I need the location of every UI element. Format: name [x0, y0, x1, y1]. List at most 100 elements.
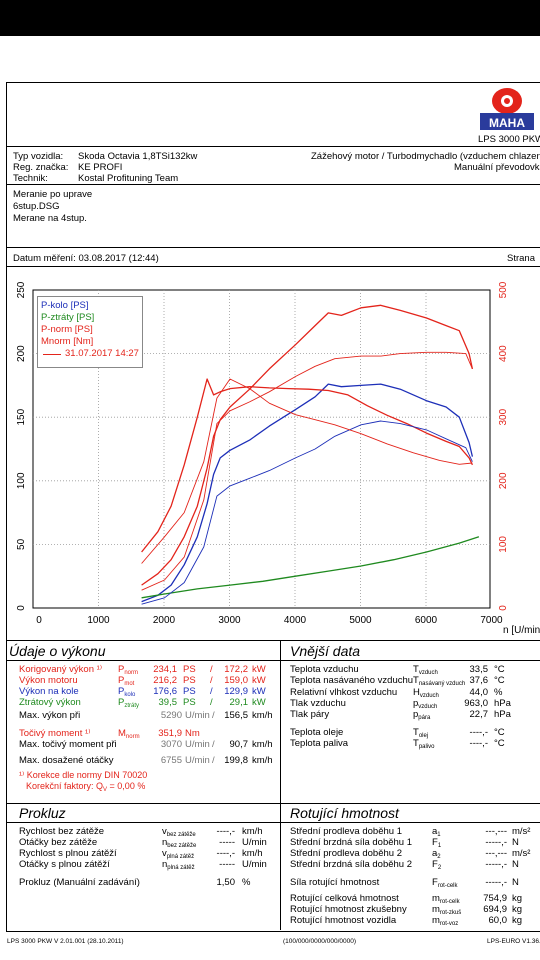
right-tick-label: 400 [498, 345, 509, 362]
rot-mass-label: Rotující hmotnost vozidla [290, 915, 397, 926]
note-line-2: 6stup.DSG [13, 201, 60, 212]
prokluz-unit: km/h [242, 848, 263, 859]
rot-mass-symbol-subscript: rot-voz [439, 921, 459, 927]
max_torque_at-label: Max. točivý moment při [19, 739, 117, 750]
left-tick-label: 150 [16, 408, 27, 425]
max_power_at-rpm: 5290 [160, 710, 182, 721]
right-tick-label: 300 [498, 408, 509, 425]
engine-type: Zážehový motor / Turbodmychadlo (vzduche… [311, 151, 540, 162]
ext-label: Teplota oleje [290, 727, 344, 738]
tech-label: Technik: [13, 173, 48, 184]
perf-symbol-subscript: norm [124, 670, 139, 676]
rot-mass-value: 60,0 [488, 915, 508, 926]
page-label: Strana [507, 253, 535, 264]
ext-symbol-subscript: nasávaný vzduch [418, 681, 466, 687]
perf-symbol: Pkolo [118, 686, 135, 701]
perf-sep: / [210, 675, 213, 686]
max_rpm-kmh-unit: km/h [252, 755, 273, 766]
ext-value: 33,5 [469, 664, 489, 675]
perf-sep: / [210, 697, 213, 708]
rot-row-unit: m/s² [512, 848, 531, 859]
prokluz-symbol-subscript: bez zátěže [166, 832, 196, 838]
perf-value-ps: 39,5 [158, 697, 178, 708]
prokluz-value: ----- [219, 837, 235, 848]
status-bar [0, 0, 540, 36]
max_rpm-rpm: 6755 [160, 755, 182, 766]
prokluz-label: Rychlost s plnou zátěží [19, 848, 117, 859]
prokluz-unit: U/min [242, 859, 267, 870]
perf-label: Ztrátový výkon [19, 697, 81, 708]
perf-unit-ps: PS [183, 686, 196, 697]
ext-section-title: Vnější data [290, 643, 361, 659]
x-tick-label: 3000 [218, 615, 241, 626]
rot-row-symbol-symbol: F [432, 859, 438, 870]
perf-symbol-symbol: P [118, 686, 125, 697]
ext-symbol-subscript: vzduch [418, 670, 438, 676]
ext-title-underline [281, 660, 540, 661]
ext-symbol-subscript: palivo [418, 744, 435, 750]
rot-row-label: Střední brzdná síla doběhu 1 [290, 837, 413, 848]
ext-label: Teplota vzduchu [290, 664, 359, 675]
perf-value-kw: 29,1 [229, 697, 249, 708]
series-line [141, 351, 473, 591]
legend-compare-line [43, 354, 61, 355]
prokluz-symbol-symbol: v [162, 826, 167, 837]
perf-title-underline [6, 660, 280, 661]
ext-unit: °C [494, 738, 505, 749]
max_power_at-label: Max. výkon při [19, 710, 81, 721]
perf-value-kw: 159,0 [224, 675, 248, 686]
footnote-factor: Korekční faktory: QV = 0,00 % [26, 781, 145, 796]
tech-value: Kostal Profituning Team [78, 173, 179, 184]
rot-mass-symbol: mrot-zkuš [432, 904, 461, 919]
left-tick-label: 50 [16, 538, 27, 550]
rot-row-label: Střední prodleva doběhu 1 [290, 826, 402, 837]
prokluz-unit: U/min [242, 837, 267, 848]
ext-value: 44,0 [469, 687, 489, 698]
prokluz-symbol: vbez zátěže [162, 826, 196, 841]
ext-symbol-symbol: p [413, 698, 419, 709]
rot-row-unit: m/s² [512, 826, 531, 837]
rot-mass-unit: kg [512, 915, 523, 926]
measurement-date: Datum měření: 03.08.2017 (12:44) [13, 253, 159, 264]
perf-symbol: Pztráty [118, 697, 139, 712]
max_rpm-sep: / [212, 755, 215, 766]
legend-m-norm: Mnorm [Nm] [41, 336, 94, 347]
perf-unit-kw: kW [252, 664, 266, 675]
perf-section-title: Údaje o výkonu [9, 643, 106, 659]
rot-mass-value: 754,9 [483, 893, 507, 904]
ext-symbol: Tnasávaný vzduch [413, 675, 465, 690]
gearbox-type: Manuální převodovka [454, 162, 540, 173]
ext-label: Relativní vlhkost vzduchu [290, 687, 398, 698]
rot-row-symbol-subscript: 1 [437, 832, 441, 838]
rot-row-symbol-subscript: 2 [437, 854, 441, 860]
prokluz-value: ----,- [216, 848, 235, 859]
perf-symbol-subscript: mot [124, 681, 135, 687]
ext-label: Tlak páry [290, 709, 330, 720]
prokluz-manual-value: 1,50 [216, 877, 236, 888]
prokluz-unit: km/h [242, 826, 263, 837]
perf-symbol-subscript: kolo [124, 692, 136, 698]
rot-row-value: ---,--- [485, 848, 507, 859]
ext-value: ----,- [469, 738, 488, 749]
prokluz-symbol-symbol: n [162, 837, 168, 848]
perf-symbol: Pmot [118, 675, 134, 690]
max_rpm-rpm-unit: U/min [185, 755, 210, 766]
perf-symbol: Pnorm [118, 664, 138, 679]
max_power_at-rpm-unit: U/min [185, 710, 210, 721]
max_torque_at-rpm: 3070 [160, 739, 182, 750]
ext-unit: % [494, 687, 503, 698]
ext-symbol: Tpalivo [413, 738, 435, 753]
rot-mass-symbol-subscript: rot-zkuš [439, 910, 462, 916]
x-tick-label: 0 [36, 615, 42, 626]
right-tick-label: 100 [498, 536, 509, 553]
product-name: LPS 3000 PKW [478, 134, 540, 145]
footer-right: LPS-EURO V1.36.0 [487, 938, 540, 945]
rot-section-title: Rotující hmotnost [290, 805, 399, 821]
note-line-3: Merane na 4stup. [13, 213, 87, 224]
lower-divider-top [6, 803, 540, 804]
footnote-din: ¹⁾ Korekce dle normy DIN 70020 [19, 770, 148, 780]
rot-row-value: -----,- [485, 859, 507, 870]
ext-unit: hPa [494, 698, 511, 709]
ext-symbol-subscript: pára [418, 715, 431, 721]
ext-unit: hPa [494, 709, 511, 720]
